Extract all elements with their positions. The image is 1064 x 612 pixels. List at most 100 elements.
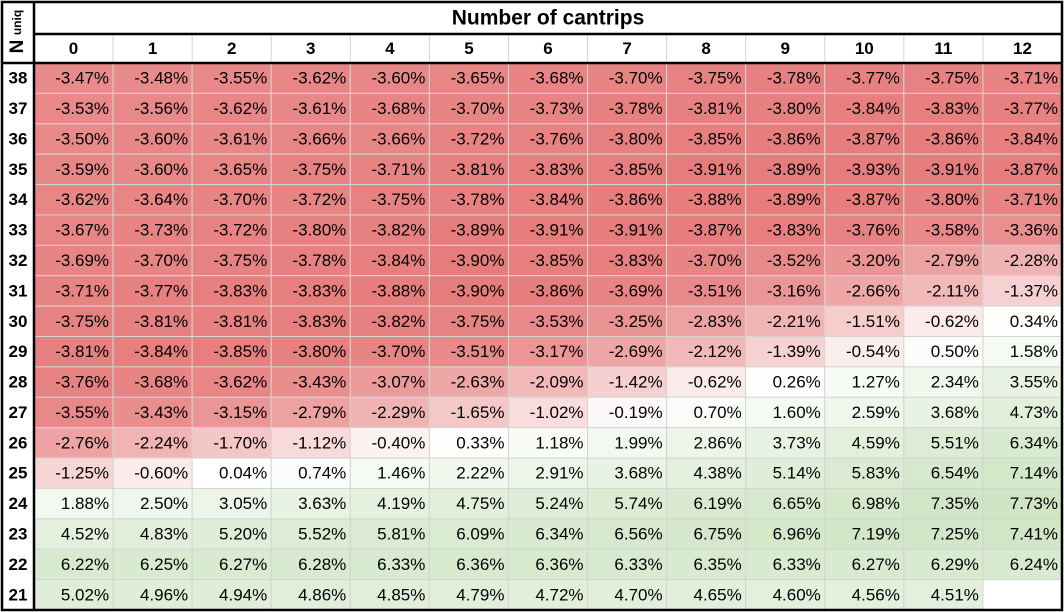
- heatmap-cell: [745, 579, 826, 611]
- cell-value-label: 6.34%: [1010, 433, 1058, 452]
- heatmap-cell: [270, 579, 351, 611]
- cell-value-label: -3.81%: [134, 312, 188, 331]
- cell-value-label: 0.33%: [456, 433, 504, 452]
- cell-value-label: 4.73%: [1010, 403, 1058, 422]
- heatmap-cell: [349, 427, 430, 459]
- cell-value-label: 4.96%: [140, 585, 188, 604]
- cell-value-label: -3.48%: [134, 69, 188, 88]
- cell-value-label: -0.40%: [372, 433, 426, 452]
- cell-value-label: -3.77%: [846, 69, 900, 88]
- column-header-cell: [982, 34, 1062, 63]
- heatmap-cell: [112, 92, 193, 125]
- heatmap-cell: [745, 427, 826, 459]
- heatmap-cell: [587, 305, 668, 338]
- cell-value-label: -3.65%: [451, 69, 505, 88]
- cell-value-label: -3.62%: [213, 373, 267, 392]
- cell-value-label: -3.87%: [688, 221, 742, 240]
- heatmap-cell: [824, 336, 905, 368]
- cell-value-label: -3.80%: [292, 342, 346, 361]
- cell-value-label: -3.90%: [451, 251, 505, 270]
- cell-value-label: -3.70%: [372, 342, 426, 361]
- cell-value-label: -3.70%: [688, 251, 742, 270]
- cell-value-label: 1.58%: [1010, 342, 1058, 361]
- cell-value-label: -3.88%: [372, 281, 426, 300]
- heatmap-cell: [428, 153, 509, 186]
- cell-value-label: 6.29%: [931, 555, 979, 574]
- cell-value-label: 4.56%: [852, 585, 900, 604]
- cell-value-label: 7.41%: [1010, 525, 1058, 544]
- cell-value-label: 1.18%: [535, 433, 583, 452]
- cell-value-label: 6.33%: [773, 555, 821, 574]
- heatmap-cell: [507, 366, 589, 398]
- cell-value-label: -3.85%: [213, 342, 267, 361]
- heatmap-cell: [191, 366, 272, 398]
- cell-value-label: -3.51%: [451, 342, 505, 361]
- cell-value-label: -3.75%: [688, 69, 742, 88]
- heatmap-cell: [824, 123, 905, 155]
- cell-value-label: -3.93%: [846, 160, 900, 179]
- cell-value-label: -3.68%: [530, 69, 584, 88]
- cell-value-label: -2.12%: [688, 342, 742, 361]
- heatmap-cell: [191, 548, 272, 581]
- cell-value-label: -3.76%: [55, 373, 109, 392]
- row-header-label: 29: [9, 342, 28, 361]
- cell-value-label: -3.16%: [767, 281, 821, 300]
- cell-value-label: -3.81%: [688, 99, 742, 118]
- cell-value-label: 2.59%: [852, 403, 900, 422]
- heatmap-cell: [982, 123, 1063, 155]
- heatmap-cell: [270, 244, 351, 277]
- column-header-cell: [903, 34, 983, 63]
- cell-value-label: 0.50%: [931, 342, 979, 361]
- cell-value-label: 6.09%: [456, 525, 504, 544]
- cell-value-label: 1.99%: [614, 433, 662, 452]
- cell-value-label: -3.85%: [609, 160, 663, 179]
- heatmap-cell: [824, 366, 905, 398]
- heatmap-cell: [428, 548, 509, 581]
- heatmap-cell: [745, 62, 826, 94]
- cell-value-label: -3.07%: [372, 373, 426, 392]
- row-header-label: 27: [9, 403, 28, 422]
- cell-value-label: 6.96%: [773, 525, 821, 544]
- heatmap-cell: [903, 244, 984, 277]
- heatmap-cell: [666, 92, 747, 125]
- column-header-label: 11: [934, 39, 952, 58]
- heatmap-cell: [824, 244, 905, 277]
- cell-value-label: -3.43%: [134, 403, 188, 422]
- column-header-cell: [192, 34, 272, 63]
- cell-value-label: -3.60%: [372, 69, 426, 88]
- cell-value-label: 5.51%: [931, 433, 979, 452]
- heatmap-cell: [191, 92, 272, 125]
- cell-value-label: -3.70%: [213, 190, 267, 209]
- cell-value-label: -3.73%: [134, 221, 188, 240]
- heatmap-cell: [666, 275, 747, 307]
- column-header-label: 1: [148, 39, 157, 58]
- heatmap-cell: [982, 305, 1063, 338]
- cell-value-label: -2.21%: [767, 312, 821, 331]
- heatmap-cell: [428, 244, 509, 277]
- row-header-label: 23: [9, 525, 28, 544]
- cell-value-label: 3.05%: [219, 494, 267, 513]
- heatmap-cell: [507, 336, 589, 368]
- heatmap-cell: [112, 214, 193, 246]
- cell-value-label: -3.56%: [134, 99, 188, 118]
- column-header-cell: [113, 34, 193, 63]
- cell-value-label: 6.56%: [614, 525, 662, 544]
- heatmap-cell: [270, 214, 351, 246]
- cell-value-label: -3.25%: [609, 312, 663, 331]
- heatmap-cell: [349, 244, 430, 277]
- row-header-label: 21: [9, 585, 28, 604]
- cell-value-label: -3.84%: [134, 342, 188, 361]
- cell-value-label: 6.54%: [931, 464, 979, 483]
- heatmap-cell: [824, 427, 905, 459]
- cell-value-label: 6.27%: [219, 555, 267, 574]
- cell-value-label: -3.60%: [134, 129, 188, 148]
- heatmap-cell: [270, 366, 351, 398]
- heatmap-cell: [745, 336, 826, 368]
- chart-title: Number of cantrips: [452, 7, 645, 30]
- row-header-label: 34: [9, 190, 28, 209]
- heatmap-cell: [191, 123, 272, 155]
- cell-value-label: -3.20%: [846, 251, 900, 270]
- cell-value-label: -3.89%: [767, 190, 821, 209]
